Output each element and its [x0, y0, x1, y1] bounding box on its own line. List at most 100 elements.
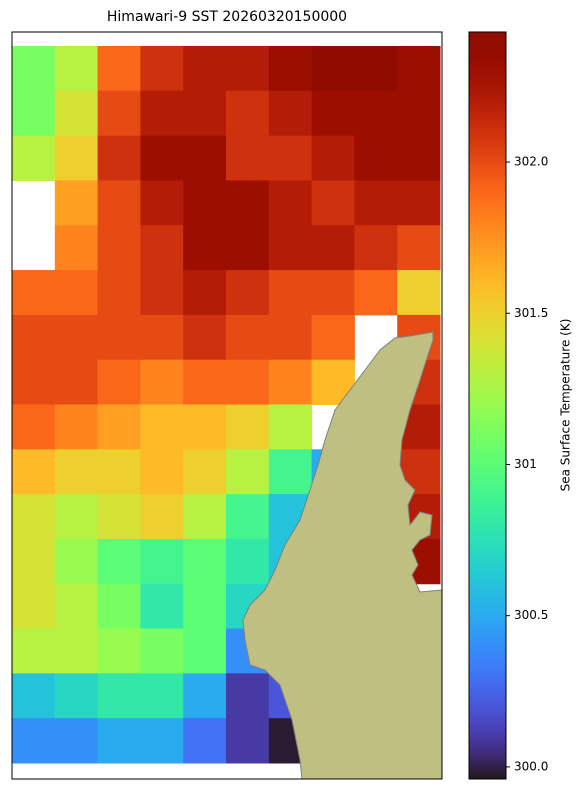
cell [12, 538, 56, 585]
cell [183, 225, 227, 271]
cell [354, 135, 398, 181]
cell [12, 270, 56, 316]
cell [140, 270, 184, 316]
cell [397, 90, 441, 137]
cell [97, 270, 141, 316]
cell [183, 538, 227, 585]
cell [183, 449, 227, 495]
cell [311, 270, 355, 316]
cell [97, 673, 141, 719]
cell [54, 270, 99, 316]
cell [12, 359, 56, 405]
cell [12, 718, 56, 764]
cell [54, 404, 99, 450]
colorbar-tick-label: 300.5 [514, 608, 548, 622]
cell [354, 225, 398, 271]
cell [140, 135, 184, 181]
cell [183, 628, 227, 674]
cell [268, 135, 313, 181]
cell [54, 135, 99, 181]
colorbar-tick-label: 300.0 [514, 759, 548, 773]
cell [54, 673, 99, 719]
cell [12, 90, 56, 137]
cell [97, 46, 141, 92]
cell [226, 180, 270, 226]
cell [140, 404, 184, 450]
cell [54, 628, 99, 674]
cell [140, 225, 184, 271]
cell [54, 494, 99, 540]
colorbar-tick-label: 302.0 [514, 155, 548, 169]
cell [54, 583, 99, 630]
cell [268, 180, 313, 226]
cell [268, 449, 313, 495]
colorbar-tick-label: 301 [514, 457, 537, 471]
cell [226, 359, 270, 405]
cell [140, 494, 184, 540]
cell [54, 314, 99, 361]
cell [226, 46, 270, 92]
cell [397, 270, 441, 316]
cell [54, 359, 99, 405]
cell [140, 628, 184, 674]
cell [354, 270, 398, 316]
cell [226, 494, 270, 540]
cell [97, 135, 141, 181]
cell [54, 538, 99, 585]
chart-title: Himawari-9 SST 20260320150000 [107, 9, 347, 25]
cell [140, 538, 184, 585]
cell [226, 135, 270, 181]
cell [397, 225, 441, 271]
colorbar-tick-label: 301.5 [514, 306, 548, 320]
cell [183, 494, 227, 540]
cell [140, 359, 184, 405]
cell [12, 46, 56, 92]
colorbar-label: Sea Surface Temperature (K) [559, 319, 573, 492]
cell [226, 314, 270, 361]
cell [97, 404, 141, 450]
cell [54, 46, 99, 92]
cell [54, 718, 99, 764]
cell [183, 359, 227, 405]
cell [12, 135, 56, 181]
cell [54, 180, 99, 226]
cell [97, 718, 141, 764]
cell [226, 538, 270, 585]
cell [268, 314, 313, 361]
cell [54, 90, 99, 137]
cell [268, 359, 313, 405]
cell [12, 449, 56, 495]
colorbar [468, 31, 507, 780]
cell [140, 583, 184, 630]
cell [97, 90, 141, 137]
heatmap [12, 46, 441, 764]
cell [311, 314, 355, 361]
cell [183, 180, 227, 226]
cell [311, 90, 355, 137]
cell [268, 225, 313, 271]
cell [183, 583, 227, 630]
cell [140, 90, 184, 137]
cell [12, 314, 56, 361]
cell [97, 628, 141, 674]
cell [268, 270, 313, 316]
cell [268, 90, 313, 137]
cell [397, 46, 441, 92]
cell [268, 46, 313, 92]
cell [268, 404, 313, 450]
cell [183, 270, 227, 316]
cell [311, 46, 355, 92]
cell [183, 404, 227, 450]
cell [354, 46, 398, 92]
cell [12, 494, 56, 540]
cell [97, 314, 141, 361]
cell [311, 225, 355, 271]
cell [140, 449, 184, 495]
cell [140, 46, 184, 92]
cell [226, 270, 270, 316]
cell [226, 404, 270, 450]
cell [397, 135, 441, 181]
cell [397, 180, 441, 226]
cell [226, 90, 270, 137]
